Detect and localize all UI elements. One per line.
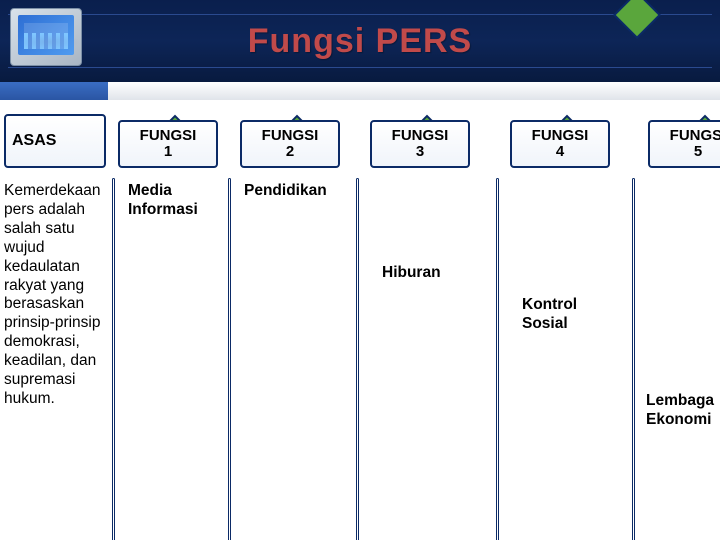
fungsi-label-line1: FUNGSI: [670, 128, 720, 145]
asas-header: ASAS: [4, 114, 106, 168]
col2-text: Pendidikan: [244, 182, 344, 201]
col1-text: Media Informasi: [128, 182, 218, 220]
fungsi-label-line1: FUNGSI: [262, 128, 319, 145]
fungsi-label-line1: FUNGSI: [392, 128, 449, 145]
fungsi-header-1: FUNGSI1: [118, 114, 218, 168]
asas-label: ASAS: [12, 132, 56, 150]
fungsi-label-line2: 5: [694, 144, 702, 161]
fungsi-label-line2: 3: [416, 144, 424, 161]
sub-band: [0, 82, 720, 100]
fungsi-label-line2: 4: [556, 144, 564, 161]
fungsi-label-box: FUNGSI3: [370, 120, 470, 168]
fungsi-label-box: FUNGSI4: [510, 120, 610, 168]
column-divider-2: [228, 178, 231, 540]
title-bar: Fungsi PERS: [0, 0, 720, 82]
column-divider-4: [496, 178, 499, 540]
column-divider-5: [632, 178, 635, 540]
asas-body-text: Kemerdekaan pers adalah salah satu wujud…: [4, 182, 108, 409]
fungsi-header-2: FUNGSI2: [240, 114, 340, 168]
fungsi-label-line2: 2: [286, 144, 294, 161]
fungsi-header-5: FUNGSI5: [648, 114, 720, 168]
fungsi-label-box: FUNGSI2: [240, 120, 340, 168]
page-title: Fungsi PERS: [248, 22, 472, 61]
fungsi-label-box: FUNGSI1: [118, 120, 218, 168]
monitor-icon: [10, 8, 84, 74]
fungsi-header-4: FUNGSI4: [510, 114, 610, 168]
col5-text: Lembaga Ekonomi: [646, 392, 720, 430]
column-divider-1: [112, 178, 115, 540]
accent-diamond: [608, 0, 666, 44]
col3-text: Hiburan: [382, 264, 482, 283]
fungsi-label-line1: FUNGSI: [532, 128, 589, 145]
fungsi-label-box: FUNGSI5: [648, 120, 720, 168]
headers-row: ASAS FUNGSI1FUNGSI2FUNGSI3FUNGSI4FUNGSI5: [0, 100, 720, 178]
column-divider-3: [356, 178, 359, 540]
col4-text: Kontrol Sosial: [522, 296, 612, 334]
fungsi-label-line1: FUNGSI: [140, 128, 197, 145]
fungsi-label-line2: 1: [164, 144, 172, 161]
fungsi-header-3: FUNGSI3: [370, 114, 470, 168]
content-area: ASAS FUNGSI1FUNGSI2FUNGSI3FUNGSI4FUNGSI5…: [0, 100, 720, 540]
columns-area: Kemerdekaan pers adalah salah satu wujud…: [0, 178, 720, 540]
blue-accent-tab: [0, 82, 108, 100]
